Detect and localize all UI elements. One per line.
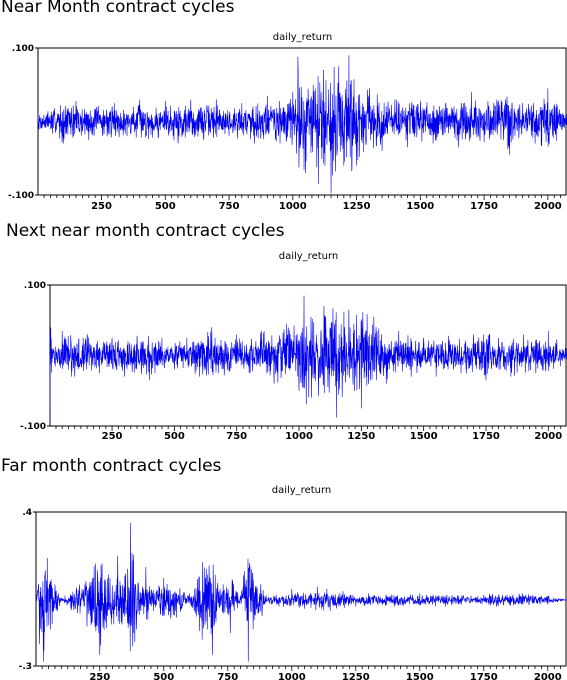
x-tick-label: 2000 — [534, 672, 562, 680]
chart-panel-3: daily_return .4 -.3 250 500 750 1000 1250 1500 17… — [19, 485, 567, 680]
chart-title: daily_return — [273, 32, 333, 43]
x-tick-label: 750 — [217, 672, 238, 680]
x-tick-label: 500 — [164, 431, 185, 442]
chart-title: daily_return — [272, 485, 332, 496]
x-tick-label: 1000 — [279, 201, 307, 212]
x-tick-label: 1000 — [285, 431, 313, 442]
series-line-daily-return — [49, 295, 567, 425]
caption-near-month: Near Month contract cycles — [1, 0, 235, 17]
x-tick-label: 1750 — [470, 672, 498, 680]
x-tick-label: 1250 — [343, 201, 371, 212]
x-tick-label: 1750 — [470, 201, 498, 212]
x-tick-label: 750 — [226, 431, 247, 442]
x-tick-label: 1250 — [342, 672, 370, 680]
y-tick-label: .4 — [22, 508, 32, 518]
chart-panel-2: daily_return .100 -.100 250 500 750 1000 1250 15… — [20, 251, 567, 442]
x-tick-label: 1750 — [472, 431, 500, 442]
x-tick-label: 1500 — [406, 201, 434, 212]
x-tick-label: 500 — [153, 672, 174, 680]
chart-panel-1: daily_return .100 -.100 250 500 750 1000 1250 15… — [8, 32, 567, 212]
y-tick-label: -.100 — [8, 191, 34, 201]
x-tick-label: 1500 — [406, 672, 434, 680]
x-tick-label: 1250 — [347, 431, 375, 442]
chart-title: daily_return — [279, 251, 339, 262]
x-tick-label: 250 — [91, 201, 112, 212]
x-tick-label: 500 — [155, 201, 176, 212]
y-tick-label: -.3 — [19, 662, 32, 672]
y-tick-label: -.100 — [20, 422, 46, 432]
x-tick-label: 1000 — [278, 672, 306, 680]
caption-next-near-month: Next near month contract cycles — [6, 221, 285, 241]
x-tick-label: 750 — [219, 201, 240, 212]
x-tick-label: 250 — [89, 672, 110, 680]
y-tick-label: .100 — [12, 44, 34, 54]
x-tick-label: 250 — [102, 431, 123, 442]
x-tick-label: 1500 — [410, 431, 438, 442]
series-line-daily-return — [37, 55, 567, 194]
plot-frame — [35, 511, 567, 667]
caption-far-month: Far month contract cycles — [1, 456, 222, 476]
series-line-daily-return — [35, 522, 567, 662]
y-tick-label: .100 — [24, 281, 46, 291]
x-tick-label: 2000 — [534, 431, 562, 442]
x-tick-label: 2000 — [534, 201, 562, 212]
